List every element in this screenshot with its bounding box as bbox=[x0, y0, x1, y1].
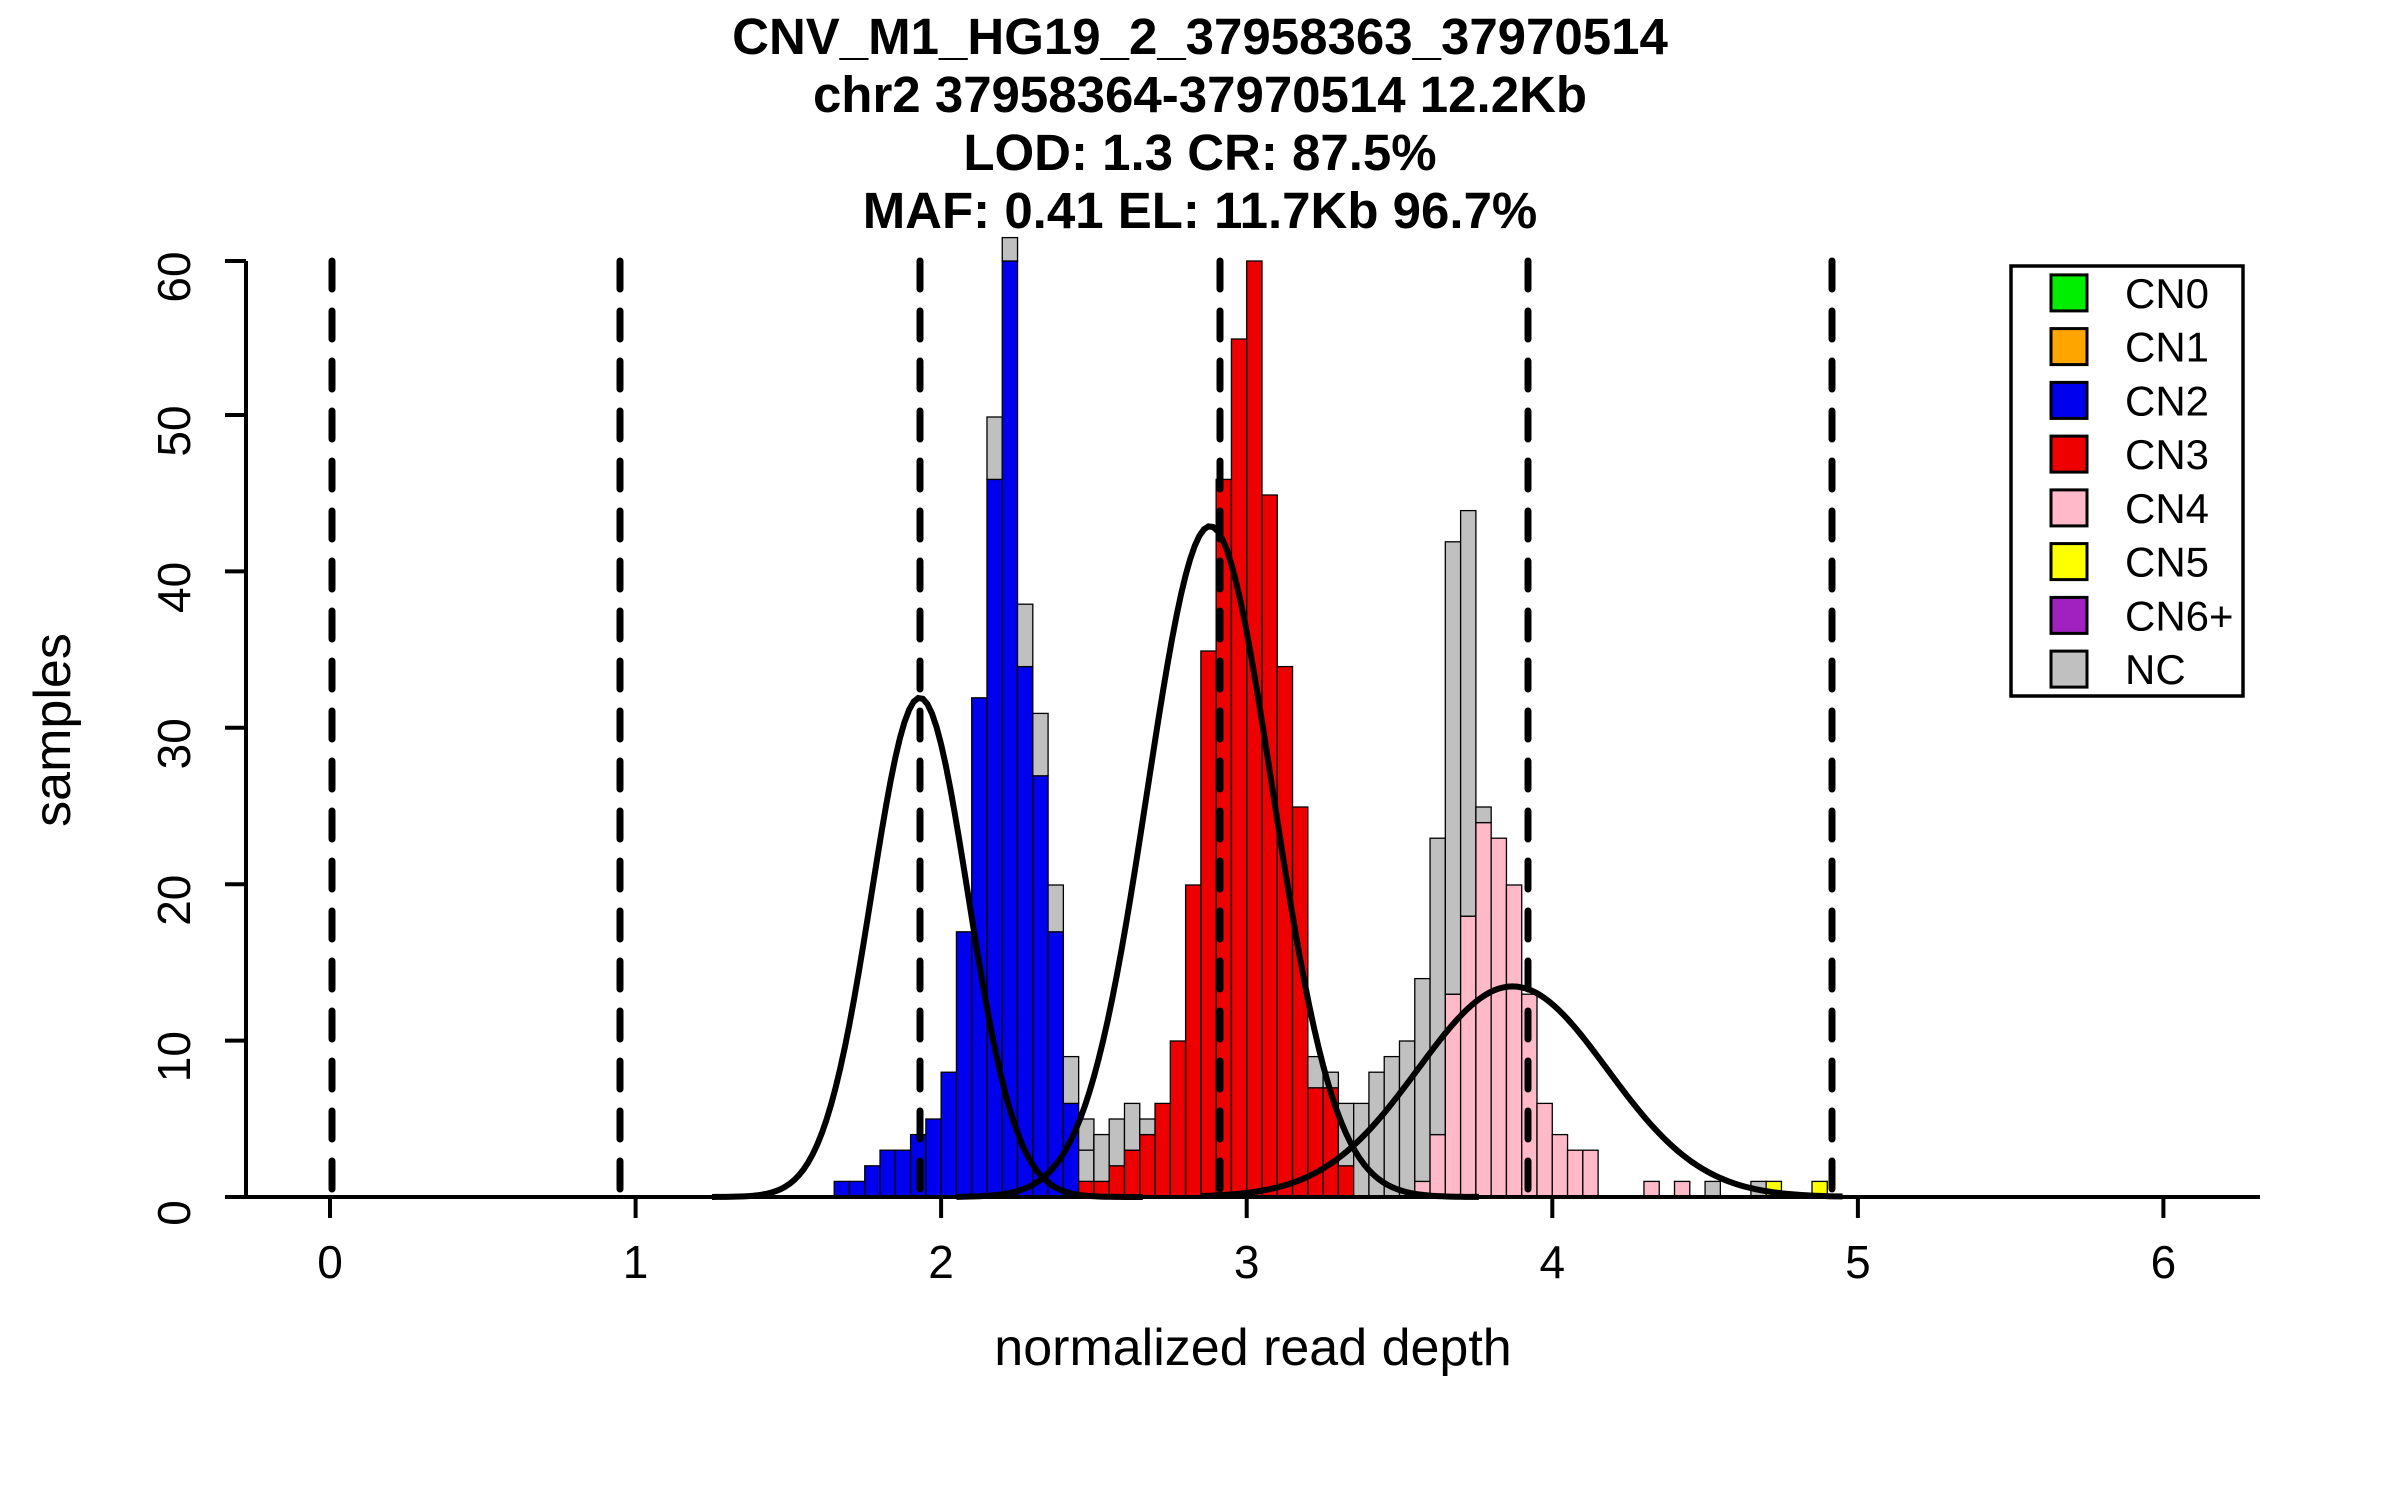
svg-text:0: 0 bbox=[317, 1236, 343, 1288]
svg-text:CN3: CN3 bbox=[2125, 431, 2209, 478]
svg-text:1: 1 bbox=[623, 1236, 649, 1288]
svg-text:50: 50 bbox=[148, 405, 200, 456]
svg-text:60: 60 bbox=[148, 251, 200, 302]
svg-text:CN2: CN2 bbox=[2125, 377, 2209, 424]
svg-text:3: 3 bbox=[1234, 1236, 1260, 1288]
svg-text:CN4: CN4 bbox=[2125, 485, 2209, 532]
svg-text:CN6+: CN6+ bbox=[2125, 592, 2234, 639]
svg-text:40: 40 bbox=[148, 562, 200, 613]
svg-text:2: 2 bbox=[928, 1236, 954, 1288]
svg-text:20: 20 bbox=[148, 875, 200, 926]
svg-text:CN1: CN1 bbox=[2125, 324, 2209, 371]
svg-text:CN5: CN5 bbox=[2125, 539, 2209, 586]
svg-text:4: 4 bbox=[1540, 1236, 1566, 1288]
svg-text:5: 5 bbox=[1845, 1236, 1871, 1288]
svg-text:10: 10 bbox=[148, 1031, 200, 1082]
svg-text:0: 0 bbox=[148, 1200, 200, 1226]
svg-text:normalized read depth: normalized read depth bbox=[994, 1319, 1511, 1377]
svg-text:30: 30 bbox=[148, 718, 200, 769]
svg-text:samples: samples bbox=[24, 633, 82, 827]
svg-text:NC: NC bbox=[2125, 646, 2186, 693]
svg-text:6: 6 bbox=[2151, 1236, 2177, 1288]
svg-text:CN0: CN0 bbox=[2125, 270, 2209, 317]
